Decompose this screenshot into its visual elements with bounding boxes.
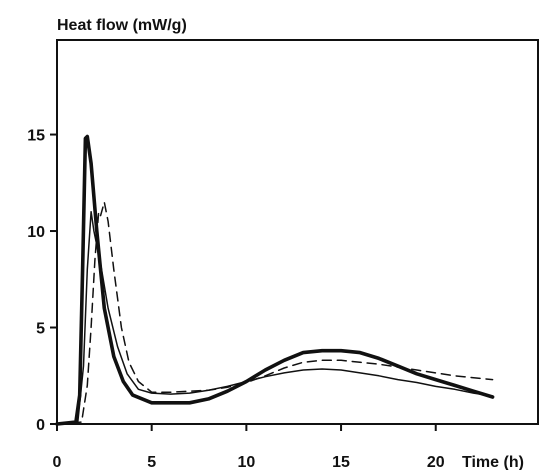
y-axis: 0 5 10 15	[27, 128, 57, 434]
x-axis-title: Time (h)	[462, 454, 524, 470]
x-tick-label: 0	[53, 454, 62, 470]
x-tick-label: 20	[427, 454, 445, 470]
x-axis: 0 5 10 15 20	[53, 424, 445, 470]
series-layer	[55, 134, 495, 426]
series-line-thick-solid	[55, 134, 495, 426]
plot-frame	[56, 39, 539, 425]
y-tick-label: 5	[36, 321, 45, 338]
x-tick-label: 10	[237, 454, 255, 470]
x-tick-label: 15	[332, 454, 350, 470]
x-tick-label: 5	[147, 454, 156, 470]
y-axis-title: Heat flow (mW/g)	[57, 17, 187, 34]
series-line-thin-solid	[56, 210, 494, 425]
y-tick-label: 0	[36, 417, 45, 434]
y-tick-label: 10	[27, 224, 45, 241]
y-tick-label: 15	[27, 128, 45, 145]
series-line-dashed	[56, 201, 494, 425]
